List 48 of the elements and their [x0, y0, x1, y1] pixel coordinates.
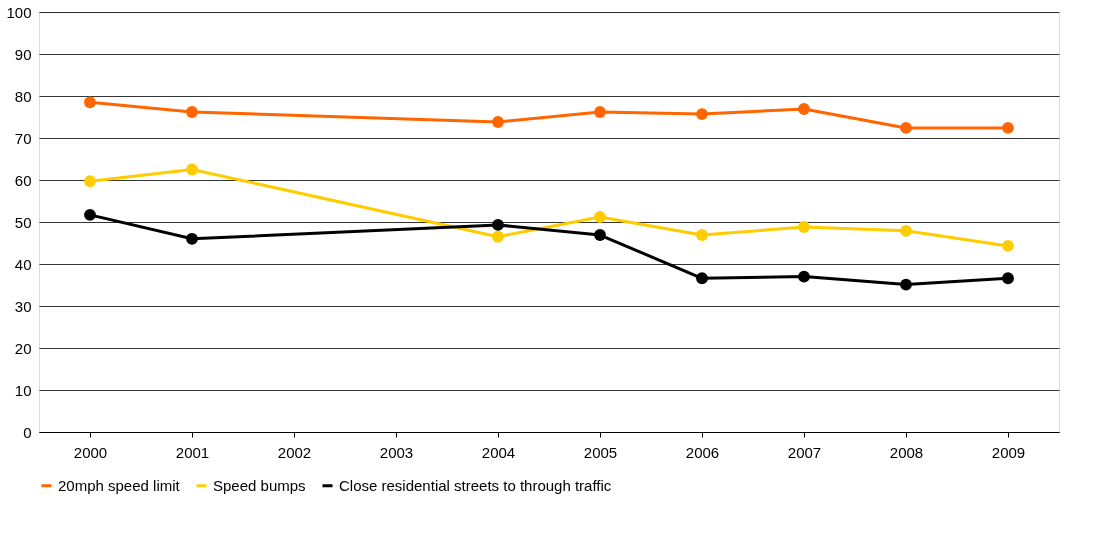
- x-tick-label: 2009: [991, 443, 1026, 461]
- x-tick-label: 2007: [787, 443, 822, 461]
- point: [594, 229, 606, 241]
- point: [1002, 240, 1014, 252]
- point: [696, 108, 708, 120]
- y-tick-label: 40: [14, 255, 32, 273]
- point: [492, 219, 504, 231]
- x-tick-label: 2008: [889, 443, 924, 461]
- point: [594, 211, 606, 223]
- point: [186, 106, 198, 118]
- legend-label: 20mph speed limit: [58, 476, 181, 494]
- point: [84, 175, 96, 188]
- legend-label: Close residential streets to through traffic: [339, 476, 612, 494]
- point: [696, 229, 708, 241]
- point: [900, 278, 912, 291]
- point: [84, 208, 96, 221]
- x-tick-label: 2000: [73, 443, 108, 461]
- point: [186, 163, 198, 176]
- point: [1002, 122, 1014, 134]
- point: [84, 96, 96, 109]
- x-tick-label: 2002: [277, 443, 312, 461]
- point: [1002, 272, 1014, 285]
- y-tick-label: 0: [23, 423, 32, 441]
- point: [900, 224, 912, 237]
- point: [900, 122, 912, 134]
- x-tick-label: 2003: [379, 443, 414, 461]
- y-tick-label: 90: [14, 45, 32, 63]
- y-tick-label: 100: [6, 3, 32, 21]
- x-tick-label: 2005: [583, 443, 618, 461]
- x-tick-label: 2001: [175, 443, 210, 461]
- point: [798, 270, 810, 283]
- y-tick-label: 50: [14, 213, 32, 231]
- x-tick-label: 2006: [685, 443, 720, 461]
- point: [492, 116, 504, 128]
- point: [492, 230, 504, 243]
- x-tick-label: 2004: [481, 443, 516, 461]
- y-tick-label: 80: [14, 87, 32, 105]
- point: [594, 106, 606, 118]
- point: [696, 272, 708, 285]
- y-tick-label: 20: [14, 339, 32, 357]
- y-tick-label: 10: [14, 381, 32, 399]
- y-tick-label: 30: [14, 297, 32, 315]
- legend-label: Speed bumps: [213, 476, 306, 494]
- y-tick-label: 60: [14, 171, 32, 189]
- point: [798, 221, 810, 233]
- point: [186, 232, 198, 245]
- point: [798, 103, 810, 115]
- y-tick-label: 70: [14, 129, 32, 147]
